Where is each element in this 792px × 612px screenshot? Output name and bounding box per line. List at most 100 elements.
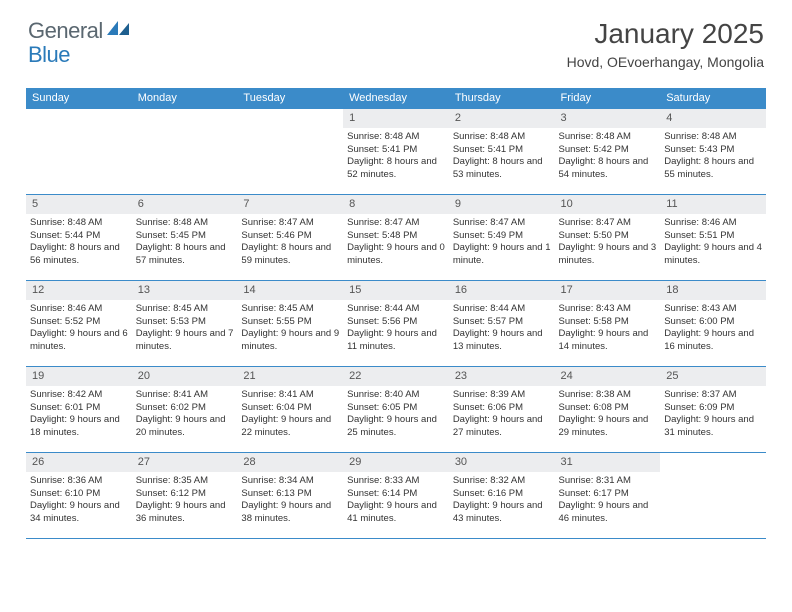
- calendar-cell: 22Sunrise: 8:40 AMSunset: 6:05 PMDayligh…: [343, 367, 449, 453]
- day-number: 7: [237, 195, 343, 214]
- calendar-cell: 30Sunrise: 8:32 AMSunset: 6:16 PMDayligh…: [449, 453, 555, 539]
- day-content: Sunrise: 8:47 AMSunset: 5:50 PMDaylight:…: [555, 214, 661, 270]
- sunrise-line: Sunrise: 8:43 AM: [664, 303, 736, 314]
- calendar-cell: 8Sunrise: 8:47 AMSunset: 5:48 PMDaylight…: [343, 195, 449, 281]
- sunset-line: Sunset: 5:42 PM: [559, 144, 629, 155]
- sunrise-line: Sunrise: 8:40 AM: [347, 389, 419, 400]
- weekday-header: Sunday: [26, 88, 132, 109]
- day-number: 29: [343, 453, 449, 472]
- daylight-line: Daylight: 8 hours and 54 minutes.: [559, 156, 649, 180]
- day-number: 25: [660, 367, 766, 386]
- calendar-cell: 5Sunrise: 8:48 AMSunset: 5:44 PMDaylight…: [26, 195, 132, 281]
- page-header: General January 2025 Hovd, OEvoerhangay,…: [0, 0, 792, 80]
- day-content: Sunrise: 8:45 AMSunset: 5:53 PMDaylight:…: [132, 300, 238, 356]
- daylight-line: Daylight: 9 hours and 34 minutes.: [30, 500, 120, 524]
- brand-logo: General: [28, 18, 131, 44]
- calendar-cell: 1Sunrise: 8:48 AMSunset: 5:41 PMDaylight…: [343, 109, 449, 195]
- sunrise-line: Sunrise: 8:44 AM: [453, 303, 525, 314]
- sunrise-line: Sunrise: 8:43 AM: [559, 303, 631, 314]
- calendar-cell: 11Sunrise: 8:46 AMSunset: 5:51 PMDayligh…: [660, 195, 766, 281]
- day-content: Sunrise: 8:36 AMSunset: 6:10 PMDaylight:…: [26, 472, 132, 528]
- sunset-line: Sunset: 6:01 PM: [30, 402, 100, 413]
- day-number: 26: [26, 453, 132, 472]
- day-number: 21: [237, 367, 343, 386]
- sunset-line: Sunset: 6:04 PM: [241, 402, 311, 413]
- sunset-line: Sunset: 5:44 PM: [30, 230, 100, 241]
- daylight-line: Daylight: 8 hours and 52 minutes.: [347, 156, 437, 180]
- sunrise-line: Sunrise: 8:41 AM: [241, 389, 313, 400]
- sunset-line: Sunset: 6:16 PM: [453, 488, 523, 499]
- sunset-line: Sunset: 5:49 PM: [453, 230, 523, 241]
- day-number: 11: [660, 195, 766, 214]
- sunset-line: Sunset: 6:05 PM: [347, 402, 417, 413]
- sunset-line: Sunset: 6:06 PM: [453, 402, 523, 413]
- sunrise-line: Sunrise: 8:35 AM: [136, 475, 208, 486]
- day-content: Sunrise: 8:42 AMSunset: 6:01 PMDaylight:…: [26, 386, 132, 442]
- day-content: Sunrise: 8:38 AMSunset: 6:08 PMDaylight:…: [555, 386, 661, 442]
- day-content: Sunrise: 8:39 AMSunset: 6:06 PMDaylight:…: [449, 386, 555, 442]
- sunset-line: Sunset: 6:13 PM: [241, 488, 311, 499]
- sunrise-line: Sunrise: 8:31 AM: [559, 475, 631, 486]
- weekday-header: Saturday: [660, 88, 766, 109]
- sail-icon: [107, 21, 129, 35]
- sunrise-line: Sunrise: 8:48 AM: [559, 131, 631, 142]
- sunrise-line: Sunrise: 8:39 AM: [453, 389, 525, 400]
- calendar-cell: 29Sunrise: 8:33 AMSunset: 6:14 PMDayligh…: [343, 453, 449, 539]
- calendar-cell: 7Sunrise: 8:47 AMSunset: 5:46 PMDaylight…: [237, 195, 343, 281]
- calendar-body: 1Sunrise: 8:48 AMSunset: 5:41 PMDaylight…: [26, 109, 766, 539]
- sunset-line: Sunset: 5:45 PM: [136, 230, 206, 241]
- day-number: 4: [660, 109, 766, 128]
- calendar-cell: 12Sunrise: 8:46 AMSunset: 5:52 PMDayligh…: [26, 281, 132, 367]
- month-title: January 2025: [567, 18, 764, 50]
- sunset-line: Sunset: 5:56 PM: [347, 316, 417, 327]
- daylight-line: Daylight: 9 hours and 38 minutes.: [241, 500, 331, 524]
- daylight-line: Daylight: 9 hours and 18 minutes.: [30, 414, 120, 438]
- day-content: Sunrise: 8:48 AMSunset: 5:41 PMDaylight:…: [343, 128, 449, 184]
- calendar-cell: 10Sunrise: 8:47 AMSunset: 5:50 PMDayligh…: [555, 195, 661, 281]
- title-block: January 2025 Hovd, OEvoerhangay, Mongoli…: [567, 18, 764, 70]
- sunset-line: Sunset: 6:02 PM: [136, 402, 206, 413]
- sunset-line: Sunset: 5:50 PM: [559, 230, 629, 241]
- calendar-cell: 24Sunrise: 8:38 AMSunset: 6:08 PMDayligh…: [555, 367, 661, 453]
- daylight-line: Daylight: 9 hours and 36 minutes.: [136, 500, 226, 524]
- location-text: Hovd, OEvoerhangay, Mongolia: [567, 54, 764, 70]
- day-number: 31: [555, 453, 661, 472]
- calendar-row: 26Sunrise: 8:36 AMSunset: 6:10 PMDayligh…: [26, 453, 766, 539]
- sunrise-line: Sunrise: 8:41 AM: [136, 389, 208, 400]
- calendar-cell: 15Sunrise: 8:44 AMSunset: 5:56 PMDayligh…: [343, 281, 449, 367]
- calendar-cell: 2Sunrise: 8:48 AMSunset: 5:41 PMDaylight…: [449, 109, 555, 195]
- day-content: Sunrise: 8:37 AMSunset: 6:09 PMDaylight:…: [660, 386, 766, 442]
- calendar-cell: 14Sunrise: 8:45 AMSunset: 5:55 PMDayligh…: [237, 281, 343, 367]
- daylight-line: Daylight: 9 hours and 6 minutes.: [30, 328, 128, 352]
- calendar-row: 5Sunrise: 8:48 AMSunset: 5:44 PMDaylight…: [26, 195, 766, 281]
- calendar-cell: [237, 109, 343, 195]
- calendar-cell: 18Sunrise: 8:43 AMSunset: 6:00 PMDayligh…: [660, 281, 766, 367]
- calendar-cell: 26Sunrise: 8:36 AMSunset: 6:10 PMDayligh…: [26, 453, 132, 539]
- calendar-cell: [660, 453, 766, 539]
- daylight-line: Daylight: 9 hours and 41 minutes.: [347, 500, 437, 524]
- calendar-row: 1Sunrise: 8:48 AMSunset: 5:41 PMDaylight…: [26, 109, 766, 195]
- day-content: Sunrise: 8:48 AMSunset: 5:45 PMDaylight:…: [132, 214, 238, 270]
- day-number: 17: [555, 281, 661, 300]
- sunset-line: Sunset: 5:52 PM: [30, 316, 100, 327]
- daylight-line: Daylight: 9 hours and 22 minutes.: [241, 414, 331, 438]
- daylight-line: Daylight: 9 hours and 4 minutes.: [664, 242, 762, 266]
- sunset-line: Sunset: 5:48 PM: [347, 230, 417, 241]
- calendar-cell: [26, 109, 132, 195]
- sunset-line: Sunset: 6:00 PM: [664, 316, 734, 327]
- daylight-line: Daylight: 9 hours and 46 minutes.: [559, 500, 649, 524]
- daylight-line: Daylight: 8 hours and 53 minutes.: [453, 156, 543, 180]
- day-content: Sunrise: 8:45 AMSunset: 5:55 PMDaylight:…: [237, 300, 343, 356]
- sunrise-line: Sunrise: 8:48 AM: [453, 131, 525, 142]
- day-content: Sunrise: 8:47 AMSunset: 5:48 PMDaylight:…: [343, 214, 449, 270]
- sunrise-line: Sunrise: 8:47 AM: [347, 217, 419, 228]
- sunset-line: Sunset: 5:53 PM: [136, 316, 206, 327]
- sunrise-line: Sunrise: 8:44 AM: [347, 303, 419, 314]
- daylight-line: Daylight: 9 hours and 16 minutes.: [664, 328, 754, 352]
- brand-part2: Blue: [28, 42, 70, 67]
- sunrise-line: Sunrise: 8:46 AM: [30, 303, 102, 314]
- day-number: 8: [343, 195, 449, 214]
- calendar-row: 12Sunrise: 8:46 AMSunset: 5:52 PMDayligh…: [26, 281, 766, 367]
- day-number: 23: [449, 367, 555, 386]
- day-content: Sunrise: 8:46 AM Sunset: 5:52 PMDaylight:…: [26, 300, 132, 356]
